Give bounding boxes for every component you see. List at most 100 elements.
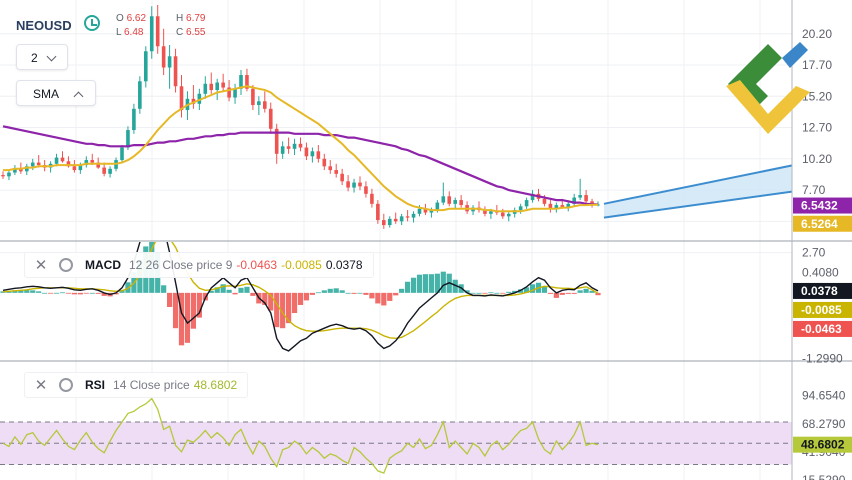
candle-body xyxy=(60,157,65,162)
macd-histogram-bar xyxy=(286,292,292,324)
candle xyxy=(286,137,291,154)
candle-body xyxy=(66,161,71,167)
sma-slow-price-label-bg xyxy=(793,197,852,214)
candle-body xyxy=(435,202,440,211)
sma-slow-line xyxy=(2,125,599,206)
macd-histogram-bar xyxy=(482,292,488,294)
candle xyxy=(149,6,154,59)
macd-histogram-bar xyxy=(12,290,18,293)
candle-body xyxy=(155,16,160,47)
candle xyxy=(340,168,344,186)
macd-histogram-bar xyxy=(339,290,345,293)
main-plot xyxy=(1,5,792,229)
interval-selector[interactable]: 2 xyxy=(16,44,68,70)
candle-body xyxy=(286,146,291,149)
clock-icon[interactable] xyxy=(84,15,100,31)
macd-histogram-bar xyxy=(589,290,595,293)
macd-histogram-bar xyxy=(309,292,315,295)
candle-body xyxy=(292,143,297,149)
candle xyxy=(144,46,148,88)
candle-body xyxy=(138,81,142,109)
close-icon[interactable]: ✕ xyxy=(34,377,48,394)
ohlc-open: O 6.62 xyxy=(116,13,147,24)
candle-body xyxy=(149,16,154,52)
signal-price-label-text: -0.0085 xyxy=(801,303,842,317)
macd-histogram-bar xyxy=(36,291,42,293)
macd-histogram-bar xyxy=(387,292,393,301)
candle xyxy=(477,201,481,213)
macd-histogram-bar xyxy=(416,274,423,293)
macd-histogram-bar xyxy=(48,292,54,294)
candle-body xyxy=(423,208,428,213)
candle xyxy=(328,160,333,174)
candle xyxy=(60,151,65,163)
macd-legend: ✕ MACD 12 26 Close price 9 -0.0463 -0.00… xyxy=(24,252,374,278)
candle-body xyxy=(316,151,321,159)
candle-body xyxy=(322,158,327,167)
macd-name: MACD xyxy=(85,258,121,272)
candle xyxy=(441,182,446,206)
macd-histogram-bar xyxy=(583,288,589,293)
macd-histogram-bar xyxy=(24,289,30,293)
candle xyxy=(132,103,136,134)
rsi-price-label-bg xyxy=(793,436,852,453)
candle-body xyxy=(197,93,202,104)
macd-histogram-bar xyxy=(470,292,476,294)
macd-histogram-bar xyxy=(190,292,196,329)
macd-histogram-bar xyxy=(476,292,482,294)
macd-histogram-bar xyxy=(178,292,185,346)
macd-histogram-bar xyxy=(529,284,536,293)
gear-icon[interactable] xyxy=(59,378,73,392)
candle-body xyxy=(578,195,582,198)
macd-histogram-bar xyxy=(541,286,548,293)
sma-fast-price-label-text: 6.5264 xyxy=(801,217,838,231)
candle-body xyxy=(179,86,184,111)
macd-histogram-bar xyxy=(452,279,458,293)
macd-histogram-bar xyxy=(274,292,280,328)
candle-body xyxy=(209,83,214,91)
sma-toggle[interactable]: SMA xyxy=(16,80,96,106)
close-icon[interactable]: ✕ xyxy=(34,257,48,274)
candle xyxy=(566,201,571,212)
symbol-title[interactable]: NEOUSD xyxy=(16,18,72,33)
macd-histogram-bar xyxy=(333,288,339,293)
macd-histogram-bar xyxy=(488,292,494,294)
candle xyxy=(1,171,5,179)
macd-histogram-bar xyxy=(375,292,381,304)
candle xyxy=(554,202,559,213)
gear-icon[interactable] xyxy=(59,258,73,272)
rsi-legend: ✕ RSI 14 Close price 48.6802 xyxy=(24,372,249,398)
sma-slow-price-label-text: 6.5432 xyxy=(801,199,838,213)
candle-body xyxy=(221,82,225,88)
candle xyxy=(25,163,29,176)
candle xyxy=(257,96,261,116)
candle xyxy=(548,200,553,213)
candle-body xyxy=(144,51,148,82)
candle-body xyxy=(489,211,493,214)
candle xyxy=(518,203,523,214)
macd-signal-value: -0.0085 xyxy=(281,258,322,272)
ohlc-low: L 6.48 xyxy=(116,27,144,38)
macd-histogram-bar xyxy=(280,292,286,329)
candle-body xyxy=(13,168,17,173)
candle xyxy=(251,85,255,111)
macd-price-label-text: 0.0378 xyxy=(801,284,838,298)
candle xyxy=(471,205,475,216)
candle xyxy=(346,175,350,192)
candle-body xyxy=(251,88,255,106)
brand-logo xyxy=(726,42,810,134)
candle-body xyxy=(352,182,356,188)
macd-histogram-bar xyxy=(250,292,256,296)
sma-fast-price-label-bg xyxy=(793,215,852,232)
candle-body xyxy=(393,218,398,222)
candle-body xyxy=(554,205,559,209)
candle xyxy=(263,91,267,113)
candle xyxy=(322,153,327,171)
candle xyxy=(155,5,160,54)
candle xyxy=(233,83,237,104)
price-tick-label: 12.70 xyxy=(802,121,832,135)
macd-histogram-bar xyxy=(262,292,268,305)
candle-body xyxy=(399,216,404,222)
candle-body xyxy=(90,160,95,163)
